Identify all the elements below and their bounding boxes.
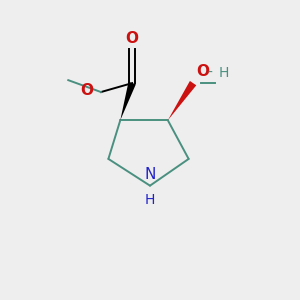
Text: O: O	[80, 83, 94, 98]
Polygon shape	[168, 81, 196, 120]
Text: O: O	[196, 64, 209, 79]
Text: N: N	[144, 167, 156, 182]
Text: H: H	[218, 66, 229, 80]
Text: -: -	[207, 66, 212, 80]
Polygon shape	[120, 82, 136, 120]
Text: H: H	[145, 193, 155, 207]
Text: O: O	[126, 31, 139, 46]
